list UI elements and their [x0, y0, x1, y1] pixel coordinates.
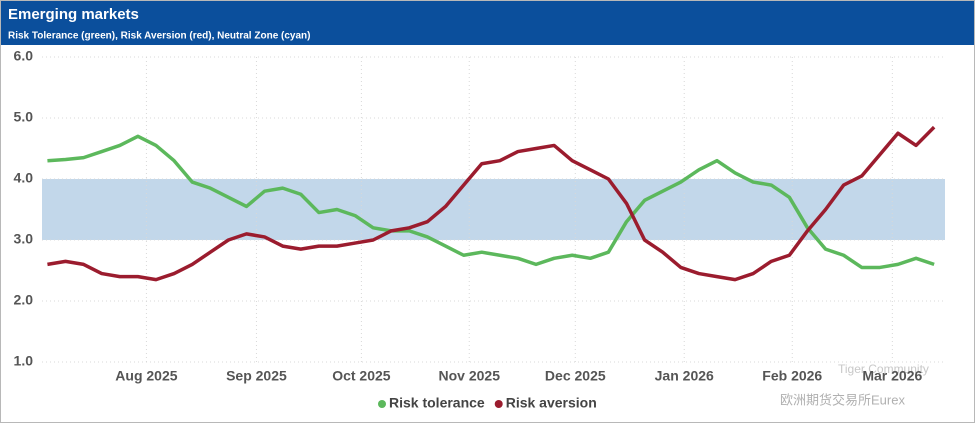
x-tick-label: Mar 2026	[862, 368, 922, 384]
x-tick-label: Aug 2025	[115, 368, 177, 384]
legend-label: Risk aversion	[506, 395, 597, 411]
neutral-zone	[42, 179, 945, 240]
x-tick-label: Feb 2026	[762, 368, 822, 384]
series-line	[47, 134, 935, 270]
x-tick-label: Nov 2025	[439, 368, 501, 384]
legend-marker	[378, 400, 386, 408]
watermark: 欧洲期货交易所Eurex	[780, 392, 905, 407]
x-tick-label: Oct 2025	[332, 368, 391, 384]
y-tick-label: 3.0	[14, 231, 34, 247]
chart-subtitle: Risk Tolerance (green), Risk Aversion (r…	[8, 31, 311, 42]
header	[1, 1, 974, 45]
x-tick-label: Jan 2026	[655, 368, 714, 384]
watermark: Tiger Community	[838, 362, 929, 376]
series-line	[47, 125, 936, 282]
x-tick-label: Sep 2025	[226, 368, 287, 384]
y-tick-label: 2.0	[14, 292, 34, 308]
chart-title: Emerging markets	[8, 6, 139, 23]
y-tick-label: 5.0	[14, 109, 34, 125]
y-tick-label: 4.0	[14, 170, 34, 186]
legend-label: Risk tolerance	[389, 395, 485, 411]
plot-area	[42, 56, 945, 363]
legend-marker	[494, 400, 503, 408]
y-tick-label: 6.0	[14, 48, 34, 64]
y-tick-label: 1.0	[14, 353, 34, 369]
x-tick-label: Dec 2025	[545, 368, 606, 384]
